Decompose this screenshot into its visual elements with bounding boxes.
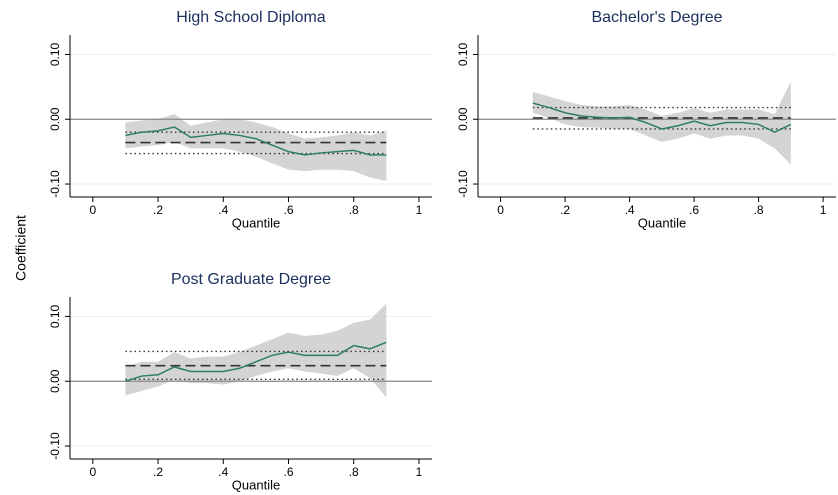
panel-title: Post Graduate Degree: [171, 271, 331, 288]
y-tick-label: 0.10: [48, 304, 62, 328]
estimate-line: [125, 341, 387, 382]
shared-y-label: Coefficient: [13, 215, 29, 281]
x-tick-label: 0: [89, 465, 96, 479]
x-tick-label: 1: [416, 465, 423, 479]
x-axis-label: Quantile: [232, 477, 280, 492]
x-tick-label: 1: [416, 203, 423, 217]
y-tick-label: 0.10: [48, 42, 62, 66]
panel-title: High School Diploma: [176, 9, 326, 26]
x-tick-label: .2: [560, 203, 570, 217]
confidence-band: [125, 303, 387, 398]
x-tick-label: .8: [349, 465, 359, 479]
y-tick-label: 0.10: [456, 42, 470, 66]
panel-title: Bachelor's Degree: [591, 9, 722, 26]
x-tick-label: .8: [349, 203, 359, 217]
confidence-band: [125, 114, 387, 181]
x-tick-label: .4: [625, 203, 635, 217]
y-tick-label: 0.00: [456, 107, 470, 131]
y-tick-label: -0.10: [456, 170, 470, 198]
y-tick-label: -0.10: [48, 170, 62, 198]
x-tick-label: .6: [283, 203, 293, 217]
x-tick-label: .6: [283, 465, 293, 479]
x-tick-label: .2: [153, 465, 163, 479]
x-axis-label: Quantile: [232, 215, 280, 230]
estimate-line: [532, 102, 792, 134]
x-tick-label: .6: [689, 203, 699, 217]
confidence-band: [532, 81, 791, 165]
y-tick-label: 0.00: [48, 107, 62, 131]
x-tick-label: .8: [754, 203, 764, 217]
x-axis-label: Quantile: [638, 215, 686, 230]
y-tick-label: -0.10: [48, 432, 62, 460]
x-tick-label: .4: [218, 203, 228, 217]
x-tick-label: 0: [497, 203, 504, 217]
x-tick-label: .4: [218, 465, 228, 479]
x-tick-label: .2: [153, 203, 163, 217]
y-tick-label: 0.00: [48, 369, 62, 393]
estimate-line: [125, 126, 387, 156]
x-tick-label: 1: [820, 203, 827, 217]
x-tick-label: 0: [89, 203, 96, 217]
